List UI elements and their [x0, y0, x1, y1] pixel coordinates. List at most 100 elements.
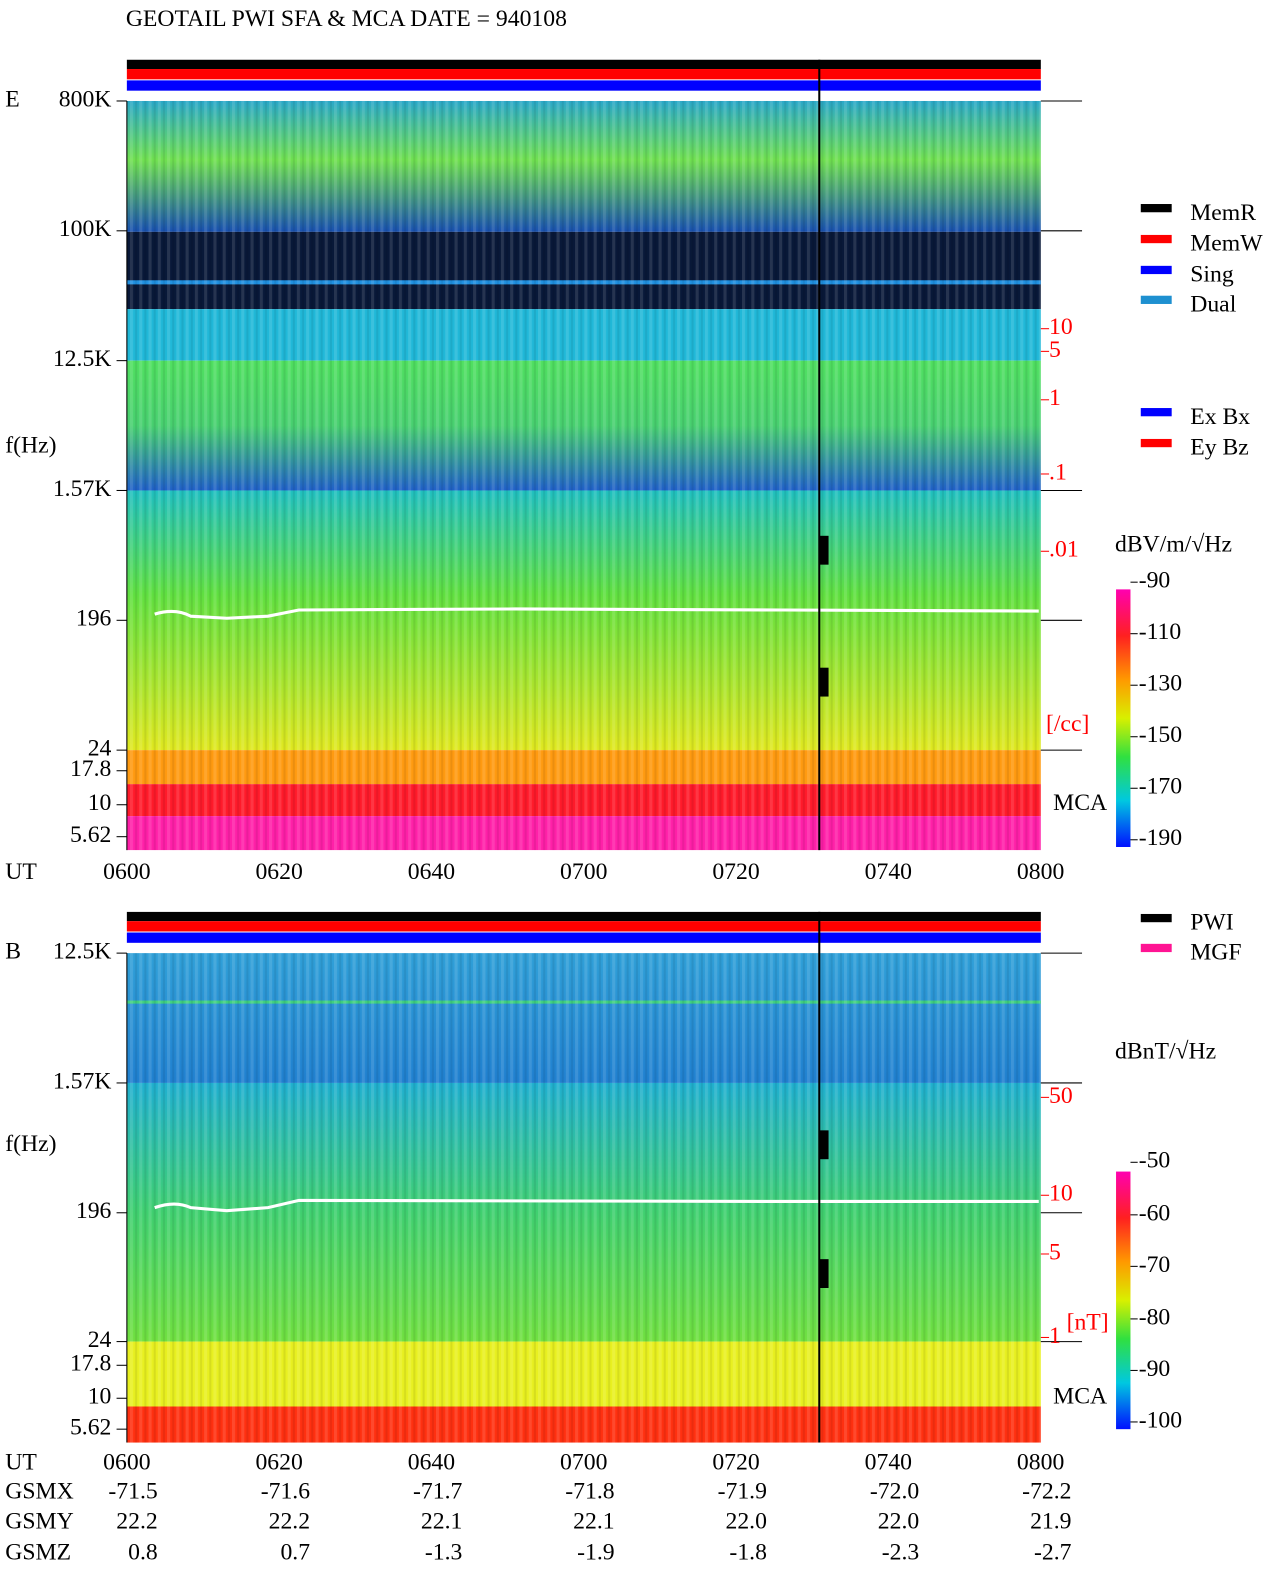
x-tick-label: 0620: [255, 1450, 302, 1476]
right-tick-label: 10: [1049, 1181, 1073, 1207]
orbit-value: 22.0: [725, 1508, 766, 1534]
orbit-value: 21.9: [1030, 1508, 1071, 1534]
right-tick-label: .1: [1049, 459, 1067, 485]
colorbar-tick-label: -70: [1139, 1252, 1171, 1278]
y-tick-label: 24: [88, 1327, 112, 1353]
orbit-value: -71.8: [565, 1478, 614, 1504]
y-tick-label: 12.5K: [53, 939, 112, 965]
colorbar-tick-label: -100: [1139, 1407, 1182, 1433]
right-tick-label: 5: [1049, 337, 1061, 363]
x-tick-label: 0720: [712, 1450, 759, 1476]
colorbar: [1116, 589, 1131, 847]
y-tick-label: 196: [76, 1198, 112, 1224]
orbit-value: -72.0: [870, 1478, 919, 1504]
panel-e-image: [126, 59, 1041, 851]
legend-label: MGF: [1190, 940, 1241, 966]
legend-label: MemW: [1190, 231, 1263, 257]
y-tick-label: 196: [76, 606, 112, 632]
y-axis-label: f(Hz): [5, 433, 56, 459]
right-tick-label: 10: [1049, 314, 1073, 340]
panel-label: E: [5, 86, 19, 112]
x-tick-label: 0640: [408, 1450, 455, 1476]
y-tick-label: 1.57K: [53, 476, 112, 502]
x-tick-label: 0720: [712, 859, 759, 885]
legend-swatch: [1140, 438, 1172, 448]
orbit-value: -1.8: [729, 1539, 767, 1565]
x-tick-label: 0620: [255, 859, 302, 885]
right-tick-label: 5: [1049, 1239, 1061, 1265]
right-tick-label: 50: [1049, 1083, 1073, 1109]
panel-b-image: [126, 911, 1041, 1443]
y-tick-label: 10: [88, 790, 112, 816]
legend-label: Ex Bx: [1190, 404, 1250, 430]
legend-label: MemR: [1190, 200, 1256, 226]
colorbar: [1116, 1171, 1131, 1430]
right-tick-label: 1: [1049, 385, 1061, 411]
colorbar-tick-label: -150: [1139, 722, 1182, 748]
orbit-value: -71.5: [108, 1478, 157, 1504]
right-unit: [/cc]: [1046, 711, 1089, 737]
orbit-label: GSMY: [5, 1508, 73, 1534]
x-tick-label: 0740: [865, 1450, 912, 1476]
y-tick-label: 100K: [59, 216, 112, 242]
y-tick-label: 17.8: [70, 1351, 111, 1377]
mca-label: MCA: [1053, 790, 1107, 816]
colorbar-tick-label: -90: [1139, 1356, 1171, 1382]
x-tick-label: 0800: [1017, 1450, 1064, 1476]
colorbar-tick-label: -190: [1139, 825, 1182, 851]
x-tick-label: 0740: [865, 859, 912, 885]
y-tick-label: 10: [88, 1384, 112, 1410]
orbit-value: -1.3: [425, 1539, 462, 1565]
orbit-value: -2.3: [882, 1539, 920, 1565]
orbit-value: 0.8: [128, 1539, 158, 1565]
right-tick-label: 1: [1049, 1323, 1061, 1349]
orbit-value: -72.2: [1022, 1478, 1071, 1504]
y-tick-label: 17.8: [70, 756, 111, 782]
legend-swatch: [1140, 408, 1172, 417]
legend-label: Dual: [1190, 291, 1236, 317]
legend-swatch: [1140, 913, 1172, 923]
colorbar-tick-label: -50: [1139, 1148, 1171, 1174]
y-tick-label: 12.5K: [53, 346, 112, 372]
x-tick-label: 0600: [103, 1450, 150, 1476]
orbit-value: -71.9: [718, 1478, 767, 1504]
orbit-value: 22.1: [421, 1508, 462, 1534]
legend-label: Ey Bz: [1190, 435, 1249, 461]
orbit-value: -2.7: [1034, 1539, 1072, 1565]
orbit-value: 22.0: [878, 1508, 919, 1534]
x-tick-label: 0800: [1017, 859, 1064, 885]
x-axis-label: UT: [5, 1450, 37, 1476]
legend-swatch: [1140, 234, 1172, 244]
y-tick-label: 5.62: [70, 822, 111, 848]
orbit-label: GSMX: [5, 1478, 73, 1504]
legend-swatch: [1140, 943, 1172, 953]
colorbar-tick-label: -130: [1139, 671, 1182, 697]
legend-label: PWI: [1190, 910, 1234, 936]
colorbar-tick-label: -60: [1139, 1200, 1171, 1226]
x-tick-label: 0640: [408, 859, 455, 885]
colorbar-unit: dBV/m/√Hz: [1115, 532, 1232, 558]
colorbar-unit: dBnT/√Hz: [1115, 1039, 1216, 1065]
x-tick-label: 0600: [103, 859, 150, 885]
orbit-value: 22.2: [269, 1508, 310, 1534]
orbit-label: GSMZ: [5, 1539, 71, 1565]
title: GEOTAIL PWI SFA & MCA DATE = 940108: [126, 6, 567, 32]
y-tick-label: 800K: [59, 86, 112, 112]
right-unit: [nT]: [1067, 1310, 1109, 1336]
mca-label: MCA: [1053, 1384, 1107, 1410]
panel-label: B: [5, 939, 21, 965]
colorbar-tick-label: -90: [1139, 568, 1171, 594]
right-tick-label: .01: [1049, 537, 1079, 563]
orbit-value: 22.2: [116, 1508, 157, 1534]
x-tick-label: 0700: [560, 1450, 607, 1476]
orbit-value: -1.9: [577, 1539, 615, 1565]
orbit-value: -71.6: [261, 1478, 310, 1504]
y-tick-label: 5.62: [70, 1415, 111, 1441]
x-axis-label: UT: [5, 859, 37, 885]
legend-swatch: [1140, 265, 1172, 275]
colorbar-tick-label: -110: [1139, 619, 1182, 645]
y-tick-label: 1.57K: [53, 1068, 112, 1094]
x-tick-label: 0700: [560, 859, 607, 885]
